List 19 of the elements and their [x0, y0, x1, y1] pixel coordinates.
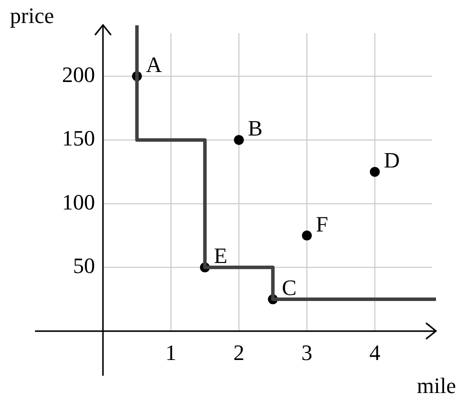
x-tick-label: 4: [369, 340, 380, 366]
point: [302, 230, 312, 241]
y-tick-label: 200: [62, 62, 95, 87]
x-tick-label: 2: [233, 340, 244, 366]
y-tick-label: 150: [62, 126, 95, 151]
annotation: D: [384, 148, 400, 173]
annotation: B: [248, 116, 263, 141]
annotation: F: [316, 211, 328, 236]
point: [370, 166, 380, 177]
y-tick-label: 100: [62, 189, 95, 214]
annotation: C: [282, 275, 297, 300]
annotation: E: [214, 243, 228, 268]
x-axis-title: mile: [416, 372, 456, 398]
x-tick-label: 1: [165, 340, 176, 366]
annotation: A: [146, 52, 162, 77]
point: [234, 134, 244, 145]
x-tick-label: 3: [301, 340, 312, 366]
y-tick-label: 50: [72, 253, 95, 278]
y-axis-title: price: [10, 2, 54, 28]
